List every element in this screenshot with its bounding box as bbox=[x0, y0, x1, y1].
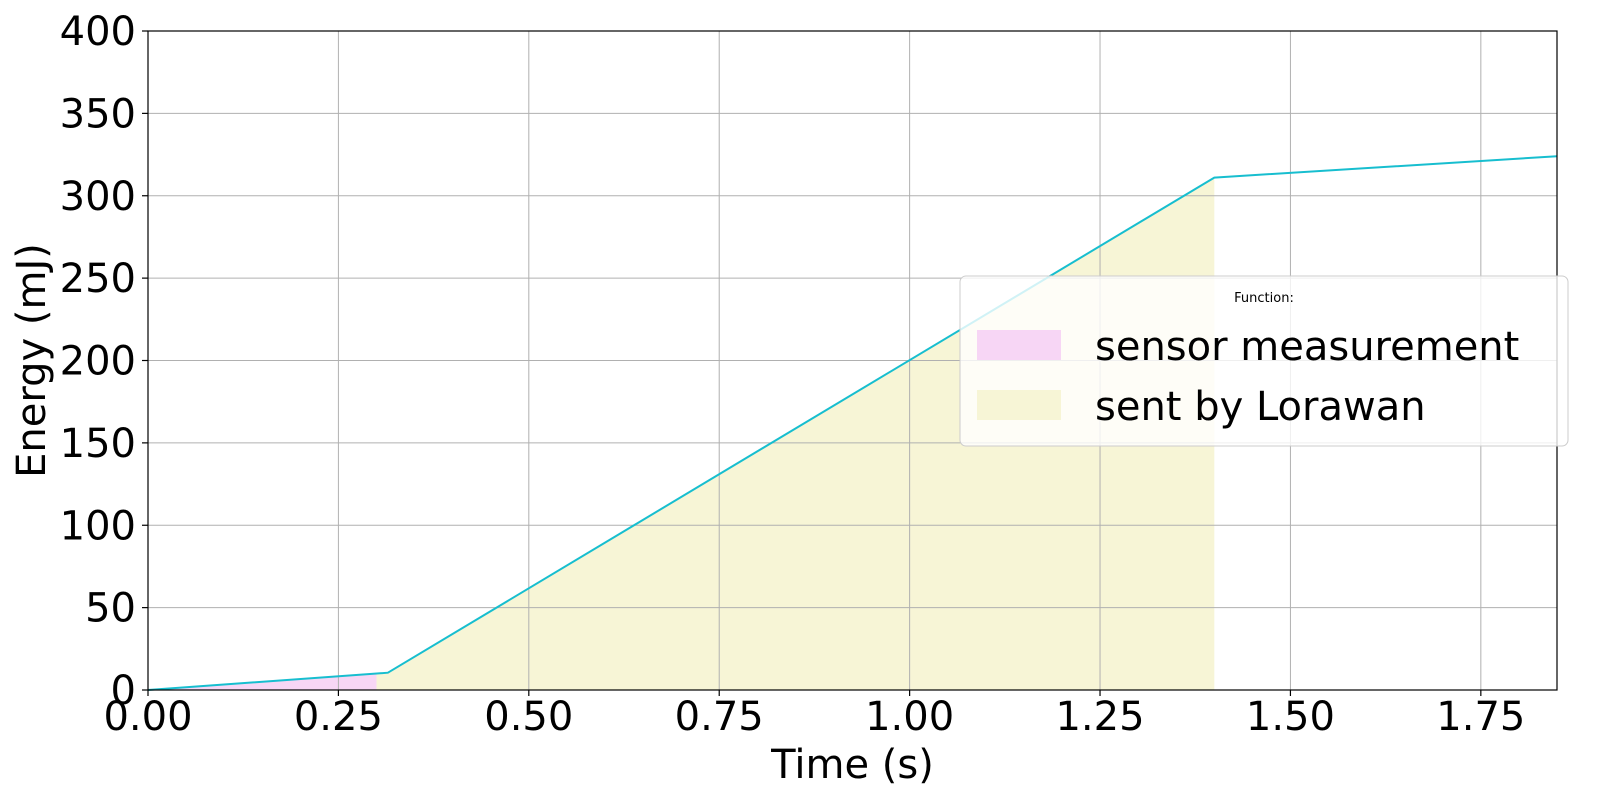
x-tick-label: 0.25 bbox=[294, 694, 383, 740]
x-tick-label: 1.25 bbox=[1055, 694, 1144, 740]
x-tick-label: 0.00 bbox=[103, 694, 192, 740]
x-axis-ticks: 0.00 0.25 0.50 0.75 1.00 1.25 1.50 1.75 bbox=[103, 690, 1525, 740]
legend-label-sent-by-lorawan: sent by Lorawan bbox=[1095, 384, 1426, 430]
y-tick-label: 400 bbox=[60, 9, 136, 55]
legend-swatch-sensor-measurement bbox=[977, 330, 1061, 360]
legend-title: Function: bbox=[1234, 291, 1294, 306]
y-tick-label: 100 bbox=[60, 503, 136, 549]
y-tick-label: 200 bbox=[60, 339, 136, 385]
y-tick-label: 0 bbox=[111, 668, 136, 714]
x-tick-label: 1.50 bbox=[1246, 694, 1335, 740]
legend-label-sensor-measurement: sensor measurement bbox=[1095, 324, 1519, 370]
legend-swatch-sent-by-lorawan bbox=[977, 390, 1061, 420]
y-axis-label: Energy (mJ) bbox=[9, 243, 55, 478]
y-tick-label: 250 bbox=[60, 256, 136, 302]
x-axis-label: Time (s) bbox=[770, 742, 934, 788]
y-axis-ticks: 0 50 100 150 200 250 300 350 400 bbox=[60, 9, 148, 714]
y-tick-label: 150 bbox=[60, 421, 136, 467]
x-tick-label: 0.75 bbox=[675, 694, 764, 740]
energy-line-path bbox=[147, 155, 1558, 691]
y-tick-label: 350 bbox=[60, 91, 136, 137]
x-tick-label: 1.75 bbox=[1436, 694, 1525, 740]
y-tick-label: 50 bbox=[85, 586, 136, 632]
x-tick-label: 1.00 bbox=[865, 694, 954, 740]
legend: Function: sensor measurement sent by Lor… bbox=[959, 275, 1569, 447]
x-tick-label: 0.50 bbox=[484, 694, 573, 740]
energy-line bbox=[147, 155, 1558, 691]
legend-box bbox=[959, 275, 1569, 447]
y-tick-label: 300 bbox=[60, 174, 136, 220]
